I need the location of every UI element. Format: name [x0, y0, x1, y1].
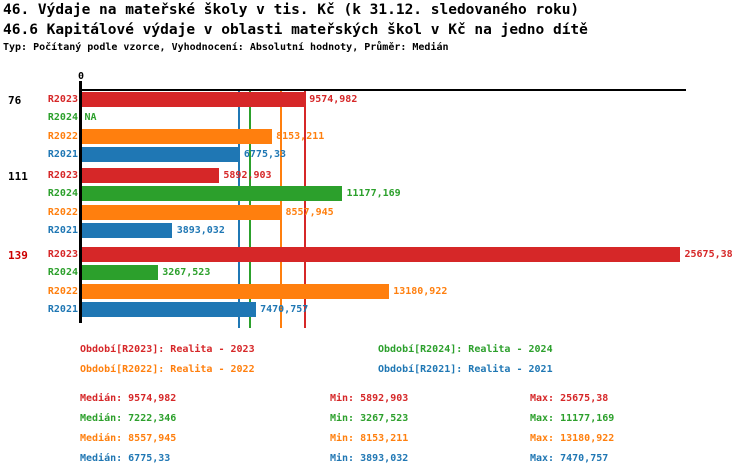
bar-value-111-R2022: 8557,945: [285, 207, 334, 218]
bar-139-R2021: [81, 302, 256, 317]
bar-111-R2022: [81, 205, 281, 220]
stat-median-R2021: Medián: 6775,33: [80, 453, 171, 464]
bar-value-76-R2022: 8153,211: [276, 131, 325, 142]
bar-value-139-R2024: 3267,523: [162, 267, 211, 278]
legend-item-R2024: Období[R2024]: Realita - 2024: [378, 344, 553, 355]
bar-111-R2021: [81, 223, 173, 238]
stat-median-R2024: Medián: 7222,346: [80, 413, 177, 424]
stat-max-R2021: Max: 7470,757: [530, 453, 609, 464]
bar-value-76-R2023: 9574,982: [309, 94, 358, 105]
row-label-R2024: R2024: [47, 112, 78, 123]
bar-111-R2023: [81, 168, 219, 183]
bar-value-139-R2021: 7470,757: [260, 304, 309, 315]
stat-max-R2023: Max: 25675,38: [530, 393, 609, 404]
group-label-111: 111: [8, 170, 28, 183]
stat-max-R2024: Max: 11177,169: [530, 413, 615, 424]
row-label-R2024: R2024: [47, 188, 78, 199]
legend-item-R2023: Období[R2023]: Realita - 2023: [80, 344, 255, 355]
bar-value-111-R2023: 5892,903: [223, 170, 272, 181]
row-label-R2021: R2021: [47, 225, 78, 236]
bar-139-R2022: [81, 284, 389, 299]
legend-item-R2021: Období[R2021]: Realita - 2021: [378, 364, 553, 375]
row-label-R2023: R2023: [47, 170, 78, 181]
bar-76-R2021: [81, 147, 240, 162]
row-label-R2022: R2022: [47, 286, 78, 297]
x-axis-zero-tick: 0: [77, 71, 85, 82]
bar-value-76-R2021: 6775,33: [243, 149, 287, 160]
group-label-139: 139: [8, 249, 28, 262]
chart-meta-info: Typ: Počítaný podle vzorce, Vyhodnocení:…: [3, 42, 449, 53]
row-label-R2022: R2022: [47, 207, 78, 218]
bar-139-R2023: [81, 247, 680, 262]
stat-median-R2023: Medián: 9574,982: [80, 393, 177, 404]
bar-139-R2024: [81, 265, 158, 280]
median-line-R2023: [303, 91, 306, 328]
bar-111-R2024: [81, 186, 342, 201]
row-label-R2023: R2023: [47, 94, 78, 105]
stat-min-R2023: Min: 5892,903: [330, 393, 409, 404]
bar-76-R2023: [81, 92, 305, 107]
group-label-76: 76: [8, 94, 22, 107]
bar-value-111-R2021: 3893,032: [176, 225, 225, 236]
chart-title: 46. Výdaje na mateřské školy v tis. Kč (…: [3, 2, 580, 18]
stat-min-R2024: Min: 3267,523: [330, 413, 409, 424]
row-label-R2022: R2022: [47, 131, 78, 142]
bar-value-139-R2022: 13180,922: [393, 286, 448, 297]
bar-value-139-R2023: 25675,38: [684, 249, 733, 260]
stat-min-R2022: Min: 8153,211: [330, 433, 409, 444]
x-axis-line: [78, 89, 686, 91]
stat-max-R2022: Max: 13180,922: [530, 433, 615, 444]
row-label-R2021: R2021: [47, 149, 78, 160]
bar-76-R2022: [81, 129, 272, 144]
y-axis-line: [78, 81, 82, 323]
bar-value-111-R2024: 11177,169: [346, 188, 401, 199]
row-label-R2021: R2021: [47, 304, 78, 315]
legend-item-R2022: Období[R2022]: Realita - 2022: [80, 364, 255, 375]
stat-median-R2022: Medián: 8557,945: [80, 433, 177, 444]
row-label-R2023: R2023: [47, 249, 78, 260]
stat-min-R2021: Min: 3893,032: [330, 453, 409, 464]
median-line-R2022: [280, 91, 282, 328]
chart-subtitle: 46.6 Kapitálové výdaje v oblasti mateřsk…: [3, 22, 588, 38]
bar-value-76-R2024: NA: [84, 112, 97, 123]
row-label-R2024: R2024: [47, 267, 78, 278]
